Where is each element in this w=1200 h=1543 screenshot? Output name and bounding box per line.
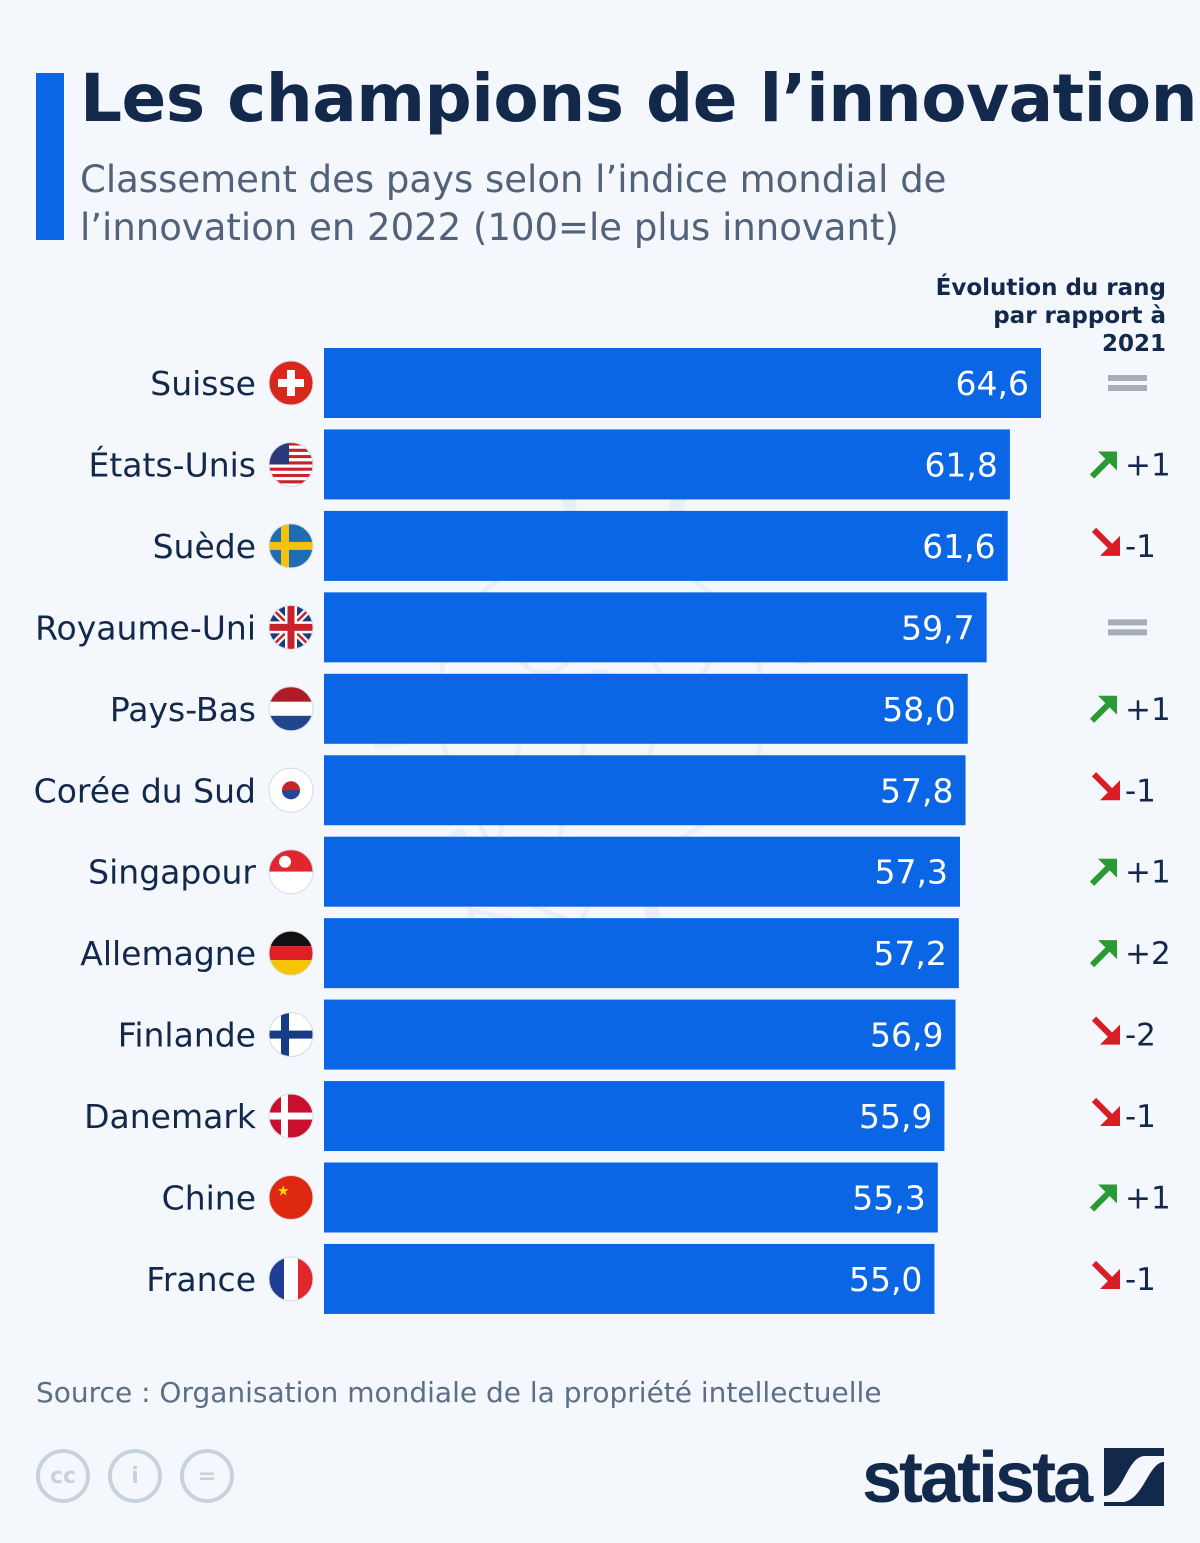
category-label: Pays-Bas — [110, 690, 256, 729]
arrow-up-right-icon — [1089, 940, 1117, 968]
statista-logo-mark-icon — [1104, 1448, 1164, 1506]
arrow-up-right-icon — [1089, 695, 1117, 723]
bar — [324, 1081, 945, 1152]
rank-change-label: -1 — [1125, 1262, 1156, 1298]
bar — [324, 999, 956, 1070]
value-label: 61,8 — [924, 445, 997, 484]
arrow-down-right-icon — [1091, 1016, 1120, 1045]
category-label: Corée du Sud — [34, 771, 256, 810]
bar — [324, 836, 960, 907]
category-label: Finlande — [118, 1016, 256, 1055]
flag-us-icon — [269, 442, 313, 487]
value-label: 61,6 — [922, 527, 995, 566]
bar-row: Corée du Sud 57,8 -1 — [34, 755, 1156, 826]
rank-change-label: +2 — [1125, 936, 1171, 972]
flag-sg-icon — [269, 849, 313, 894]
rank-change-header: Évolution du rang par rapport à 2021 — [935, 275, 1166, 357]
category-label: France — [146, 1260, 256, 1299]
value-label: 64,6 — [956, 364, 1029, 403]
bar-row: Singapour 57,3 +1 — [88, 836, 1171, 907]
arrow-down-right-icon — [1091, 772, 1120, 801]
rank-change-label: +1 — [1125, 692, 1171, 728]
bar — [324, 510, 1008, 581]
svg-text:★: ★ — [277, 1184, 290, 1200]
value-label: 55,3 — [852, 1179, 925, 1218]
rank-change-label: -1 — [1125, 773, 1156, 809]
value-label: 59,7 — [901, 608, 974, 647]
arrow-up-right-icon — [1089, 858, 1117, 886]
bar — [324, 348, 1041, 418]
page-subtitle: Classement des pays selon l’indice mondi… — [80, 158, 947, 249]
rank-change-label: +1 — [1125, 1181, 1171, 1217]
category-label: Allemagne — [80, 934, 256, 973]
rank-equal-icon — [1108, 375, 1147, 391]
by-icon[interactable]: i — [108, 1449, 162, 1503]
bar-row: Allemagne 57,2 +2 — [80, 918, 1171, 989]
flag-de-icon — [269, 931, 313, 976]
value-label: 55,0 — [849, 1260, 922, 1299]
arrow-down-right-icon — [1091, 527, 1120, 556]
bar-row: Suisse 64,6 — [150, 348, 1147, 418]
arrow-up-right-icon — [1089, 451, 1117, 479]
bar — [324, 755, 966, 826]
rank-change-label: -1 — [1125, 1099, 1156, 1135]
bar-row: Royaume-Uni 59,7 — [35, 592, 1147, 663]
value-label: 57,2 — [873, 934, 946, 973]
bar — [324, 918, 959, 989]
rank-change-label: -2 — [1125, 1018, 1156, 1054]
category-label: Chine — [162, 1179, 256, 1218]
value-label: 58,0 — [882, 690, 955, 729]
rank-change-label: +1 — [1125, 855, 1171, 891]
arrow-down-right-icon — [1091, 1097, 1120, 1127]
bar — [324, 592, 987, 663]
bar-row: Danemark 55,9 -1 — [84, 1081, 1156, 1152]
flag-ch-icon — [269, 361, 313, 405]
category-label: Suisse — [150, 364, 256, 403]
category-label: Royaume-Uni — [35, 608, 256, 647]
flag-fi-icon — [269, 1012, 313, 1057]
source-note: Source : Organisation mondiale de la pro… — [36, 1376, 882, 1409]
bar-row: Chine ★ 55,3 +1 — [162, 1162, 1171, 1233]
arrow-up-right-icon — [1089, 1184, 1117, 1212]
cc-icon[interactable]: cc — [36, 1449, 90, 1503]
bar-row: Finlande 56,9 -2 — [118, 999, 1156, 1070]
nd-icon[interactable]: = — [180, 1449, 234, 1503]
statista-logo[interactable]: statista — [862, 1438, 1093, 1518]
value-label: 57,8 — [880, 771, 953, 810]
flag-nl-icon — [269, 686, 313, 731]
bar — [324, 673, 968, 744]
bar-row: États-Unis 61,8 +1 — [89, 429, 1171, 500]
arrow-down-right-icon — [1091, 1260, 1120, 1289]
page-title: Les champions de l’innovation — [80, 60, 1198, 137]
category-label: Danemark — [84, 1097, 257, 1136]
flag-cn-icon: ★ — [269, 1175, 313, 1220]
flag-se-icon — [269, 523, 313, 568]
value-label: 55,9 — [859, 1097, 932, 1136]
flag-dk-icon — [269, 1094, 313, 1139]
rank-change-label: -1 — [1125, 529, 1156, 565]
rank-equal-icon — [1108, 619, 1147, 636]
flag-kr-icon — [269, 768, 313, 813]
bar-row: Pays-Bas 58,0 +1 — [110, 673, 1171, 744]
bar — [324, 1243, 935, 1314]
category-label: États-Unis — [89, 444, 256, 484]
flag-fr-icon — [269, 1256, 313, 1301]
category-label: Singapour — [88, 853, 256, 892]
rank-change-label: +1 — [1125, 447, 1171, 483]
bar — [324, 429, 1010, 500]
bar-row: Suède 61,6 -1 — [153, 510, 1156, 581]
value-label: 57,3 — [874, 853, 947, 892]
bar — [324, 1162, 938, 1233]
bar-row: France 55,0 -1 — [146, 1243, 1156, 1314]
value-label: 56,9 — [870, 1016, 943, 1055]
category-label: Suède — [153, 527, 256, 566]
flag-gb-icon — [269, 605, 313, 650]
title-accent-bar — [36, 73, 64, 240]
